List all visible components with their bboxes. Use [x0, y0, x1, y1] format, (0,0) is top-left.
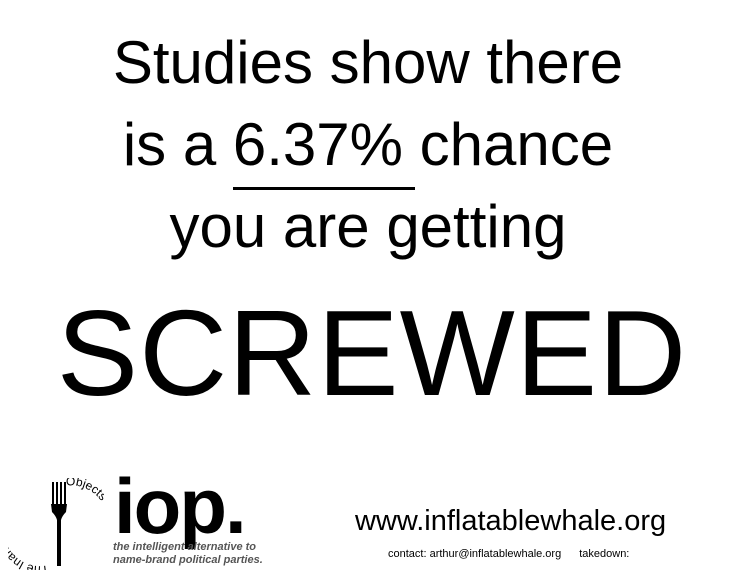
iop-wordmark: iop. — [114, 462, 247, 550]
screwed-heading: SCREWED — [56, 285, 688, 421]
headline-line-3: you are getting — [169, 193, 567, 260]
logo-tagline-line-2: name-brand political parties. — [113, 554, 263, 566]
contact-line: contact: arthur@inflatablewhale.org taked… — [388, 547, 629, 561]
contact-email[interactable]: contact: arthur@inflatablewhale.org — [388, 548, 562, 560]
fork-icon — [51, 482, 67, 566]
logo-tagline: the intelligent alternative to name-bran… — [113, 541, 263, 567]
percentage-underline — [232, 187, 416, 190]
headline-line-2-suffix: chance — [403, 111, 614, 178]
website-url[interactable]: www.inflatablewhale.org — [355, 505, 667, 537]
takedown-label: takedown: — [579, 548, 630, 560]
headline-line-2: is a 6.37% chance — [0, 110, 736, 190]
logo-tagline-line-1: the intelligent alternative to — [113, 541, 257, 553]
chance-percentage: 6.37% — [232, 110, 416, 190]
party-seal-logo: The Inanimate Objects Party — [8, 478, 104, 570]
headline-line-1: Studies show there — [112, 29, 624, 96]
seal-text-left: The Inanimate — [8, 516, 50, 570]
seal-text-right: Objects Party — [66, 478, 104, 531]
chance-percentage-value: 6.37% — [232, 111, 404, 178]
headline-line-2-prefix: is a — [122, 111, 233, 178]
